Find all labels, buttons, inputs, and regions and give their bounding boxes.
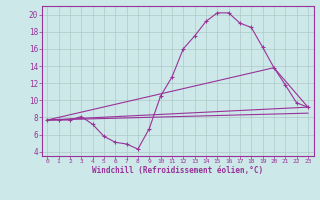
X-axis label: Windchill (Refroidissement éolien,°C): Windchill (Refroidissement éolien,°C)	[92, 166, 263, 175]
